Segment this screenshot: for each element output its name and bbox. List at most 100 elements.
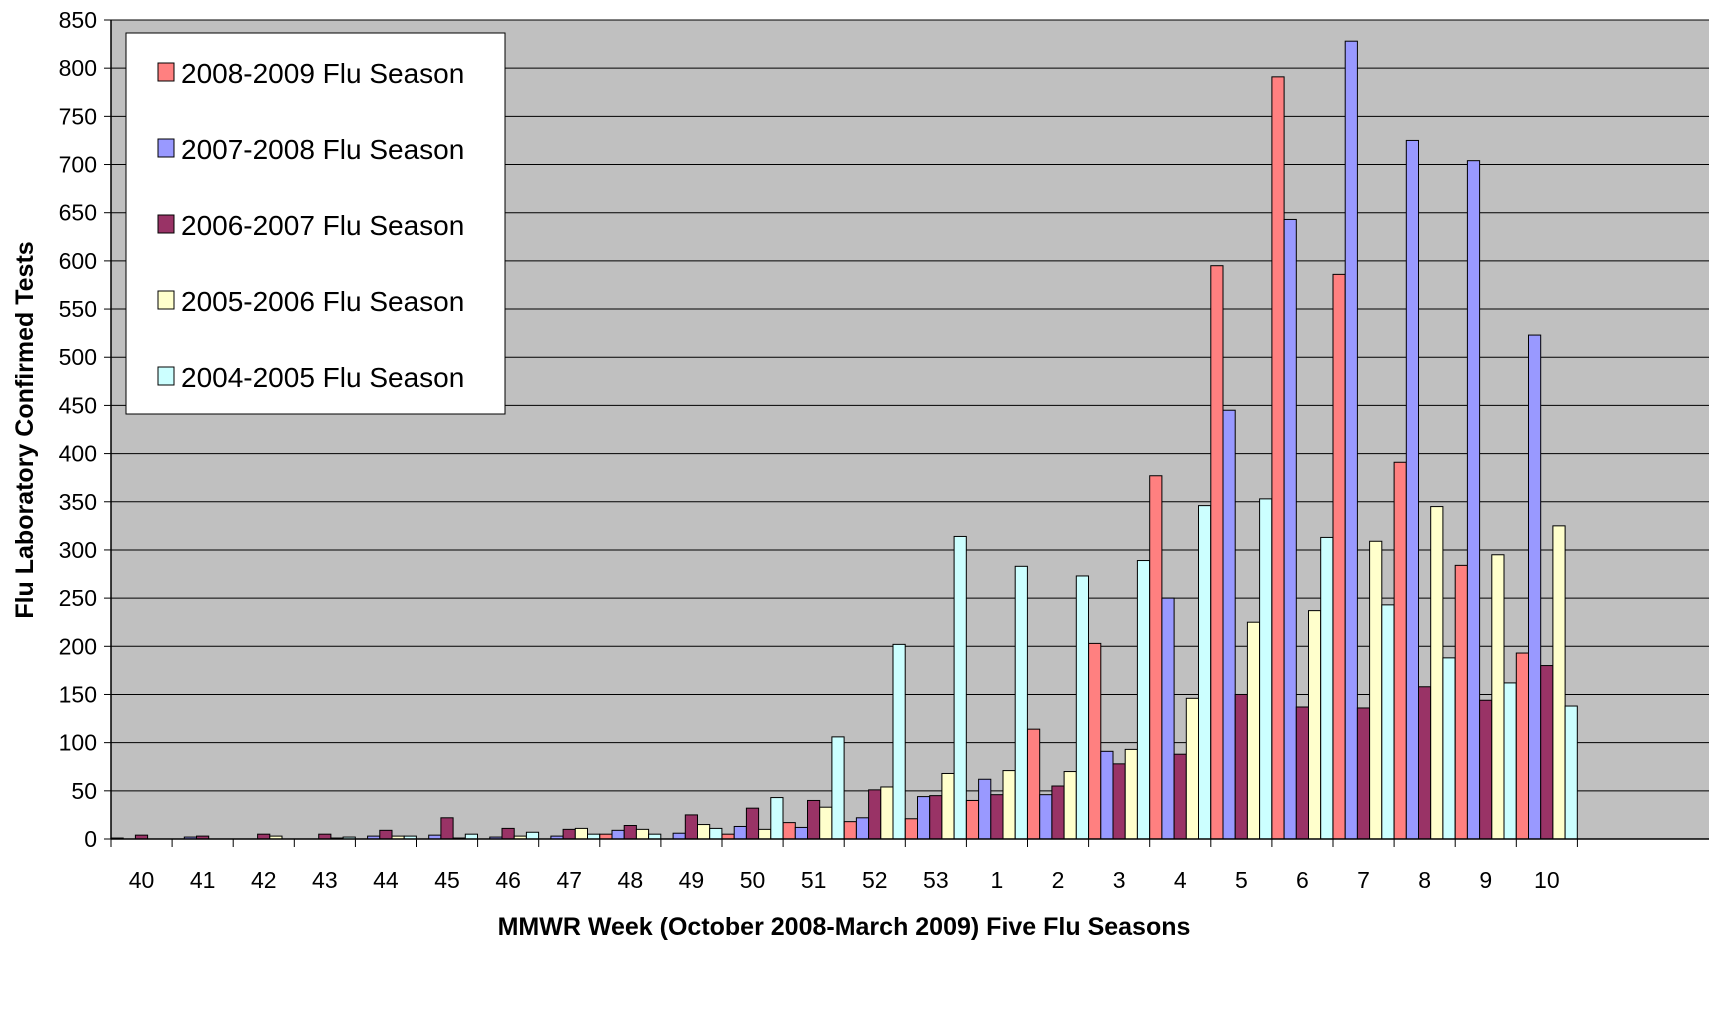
legend-box: [125, 32, 506, 415]
bar: [1332, 273, 1346, 840]
bar: [1295, 706, 1310, 840]
bar: [1124, 748, 1138, 840]
bar: [843, 821, 857, 840]
bar: [941, 772, 955, 840]
axes: [104, 19, 1709, 847]
y-axis-title: Flu Laboratory Confirmed Tests: [11, 241, 39, 618]
bar: [904, 818, 918, 840]
bar: [1039, 794, 1053, 840]
bar: [917, 796, 931, 840]
bar: [770, 797, 784, 840]
x-axis-title: MMWR Week (October 2008-March 2009) Five…: [498, 913, 1191, 941]
legend-swatch: [157, 290, 175, 310]
x-tick-label: 10: [1534, 867, 1560, 893]
bar: [1136, 560, 1151, 840]
bar: [672, 832, 686, 840]
y-tick-label: 600: [59, 248, 97, 274]
bar: [1100, 750, 1114, 840]
bar: [965, 799, 980, 840]
bar: [525, 831, 540, 840]
x-tick-label: 43: [312, 867, 338, 893]
legend-swatch: [157, 366, 175, 386]
legend-label: 2005-2006 Flu Season: [181, 286, 464, 317]
x-tick-label: 50: [740, 867, 766, 893]
bar: [1185, 697, 1200, 840]
bar: [1564, 705, 1578, 840]
bar: [1075, 575, 1090, 840]
y-tick-label: 550: [59, 296, 97, 322]
x-tick-label: 9: [1479, 867, 1492, 893]
bar: [868, 789, 882, 840]
bar: [1234, 693, 1248, 840]
bar: [1246, 621, 1261, 840]
bar: [1308, 610, 1322, 840]
bar: [1356, 707, 1371, 840]
bar: [1222, 409, 1236, 840]
y-tick-label: 450: [59, 392, 97, 418]
bar: [929, 795, 943, 840]
y-tick-label: 800: [59, 55, 97, 81]
y-tick-label: 300: [59, 537, 97, 563]
legend-label: 2007-2008 Flu Season: [181, 134, 464, 165]
bar: [623, 825, 637, 840]
bar: [1161, 597, 1175, 840]
y-tick-label: 50: [71, 778, 97, 804]
x-tick-label: 44: [373, 867, 399, 893]
legend-swatch: [157, 214, 175, 234]
x-tick-label: 8: [1418, 867, 1431, 893]
bar: [1418, 686, 1432, 840]
x-tick-label: 6: [1296, 867, 1309, 893]
legend: 2008-2009 Flu Season 2007-2008 Flu Season…: [125, 32, 506, 415]
bar: [1454, 564, 1468, 840]
legend-label: 2006-2007 Flu Season: [181, 210, 464, 241]
bar: [697, 824, 711, 840]
bar: [1271, 76, 1285, 840]
bar: [501, 827, 515, 840]
y-tick-label: 500: [59, 344, 97, 370]
bar: [379, 829, 393, 840]
y-tick-labels: 0 50 100 150 200 250 300 350 400 450 500 550 600 650 7…: [59, 7, 97, 852]
x-tick-label: 46: [495, 867, 521, 893]
bar: [1027, 728, 1041, 840]
x-tick-label: 4: [1174, 867, 1187, 893]
bar: [1112, 763, 1126, 840]
bar: [562, 828, 576, 840]
bar: [1149, 475, 1163, 840]
bar: [1283, 218, 1297, 840]
legend-swatch: [157, 62, 175, 82]
x-tick-label: 41: [190, 867, 216, 893]
x-tick-label: 3: [1113, 867, 1126, 893]
bar: [1320, 536, 1334, 840]
bar: [1491, 554, 1505, 840]
bar: [990, 794, 1004, 840]
bar: [1173, 753, 1187, 840]
x-tick-label: 42: [251, 867, 277, 893]
bar: [782, 822, 796, 840]
bar: [953, 535, 967, 840]
bar: [1466, 160, 1481, 840]
bar: [635, 828, 650, 840]
bar: [855, 817, 870, 840]
y-tick-label: 150: [59, 681, 97, 707]
bar: [1063, 771, 1077, 840]
legend-label: 2008-2009 Flu Season: [181, 58, 464, 89]
y-tick-label: 850: [59, 7, 97, 33]
bar: [1442, 657, 1456, 840]
bar: [709, 827, 723, 840]
legend-label: 2004-2005 Flu Season: [181, 362, 464, 393]
x-tick-label: 1: [991, 867, 1004, 893]
x-tick-label: 7: [1357, 867, 1370, 893]
y-tick-label: 200: [59, 633, 97, 659]
bar: [1344, 40, 1358, 840]
y-tick-label: 100: [59, 730, 97, 756]
bar: [1552, 525, 1566, 840]
bar: [1210, 265, 1224, 840]
bar: [978, 778, 992, 840]
bar: [440, 817, 454, 840]
x-tick-label: 40: [129, 867, 155, 893]
bar: [1198, 505, 1212, 840]
bar: [831, 736, 845, 840]
bar: [1051, 785, 1065, 840]
bar: [611, 829, 625, 840]
